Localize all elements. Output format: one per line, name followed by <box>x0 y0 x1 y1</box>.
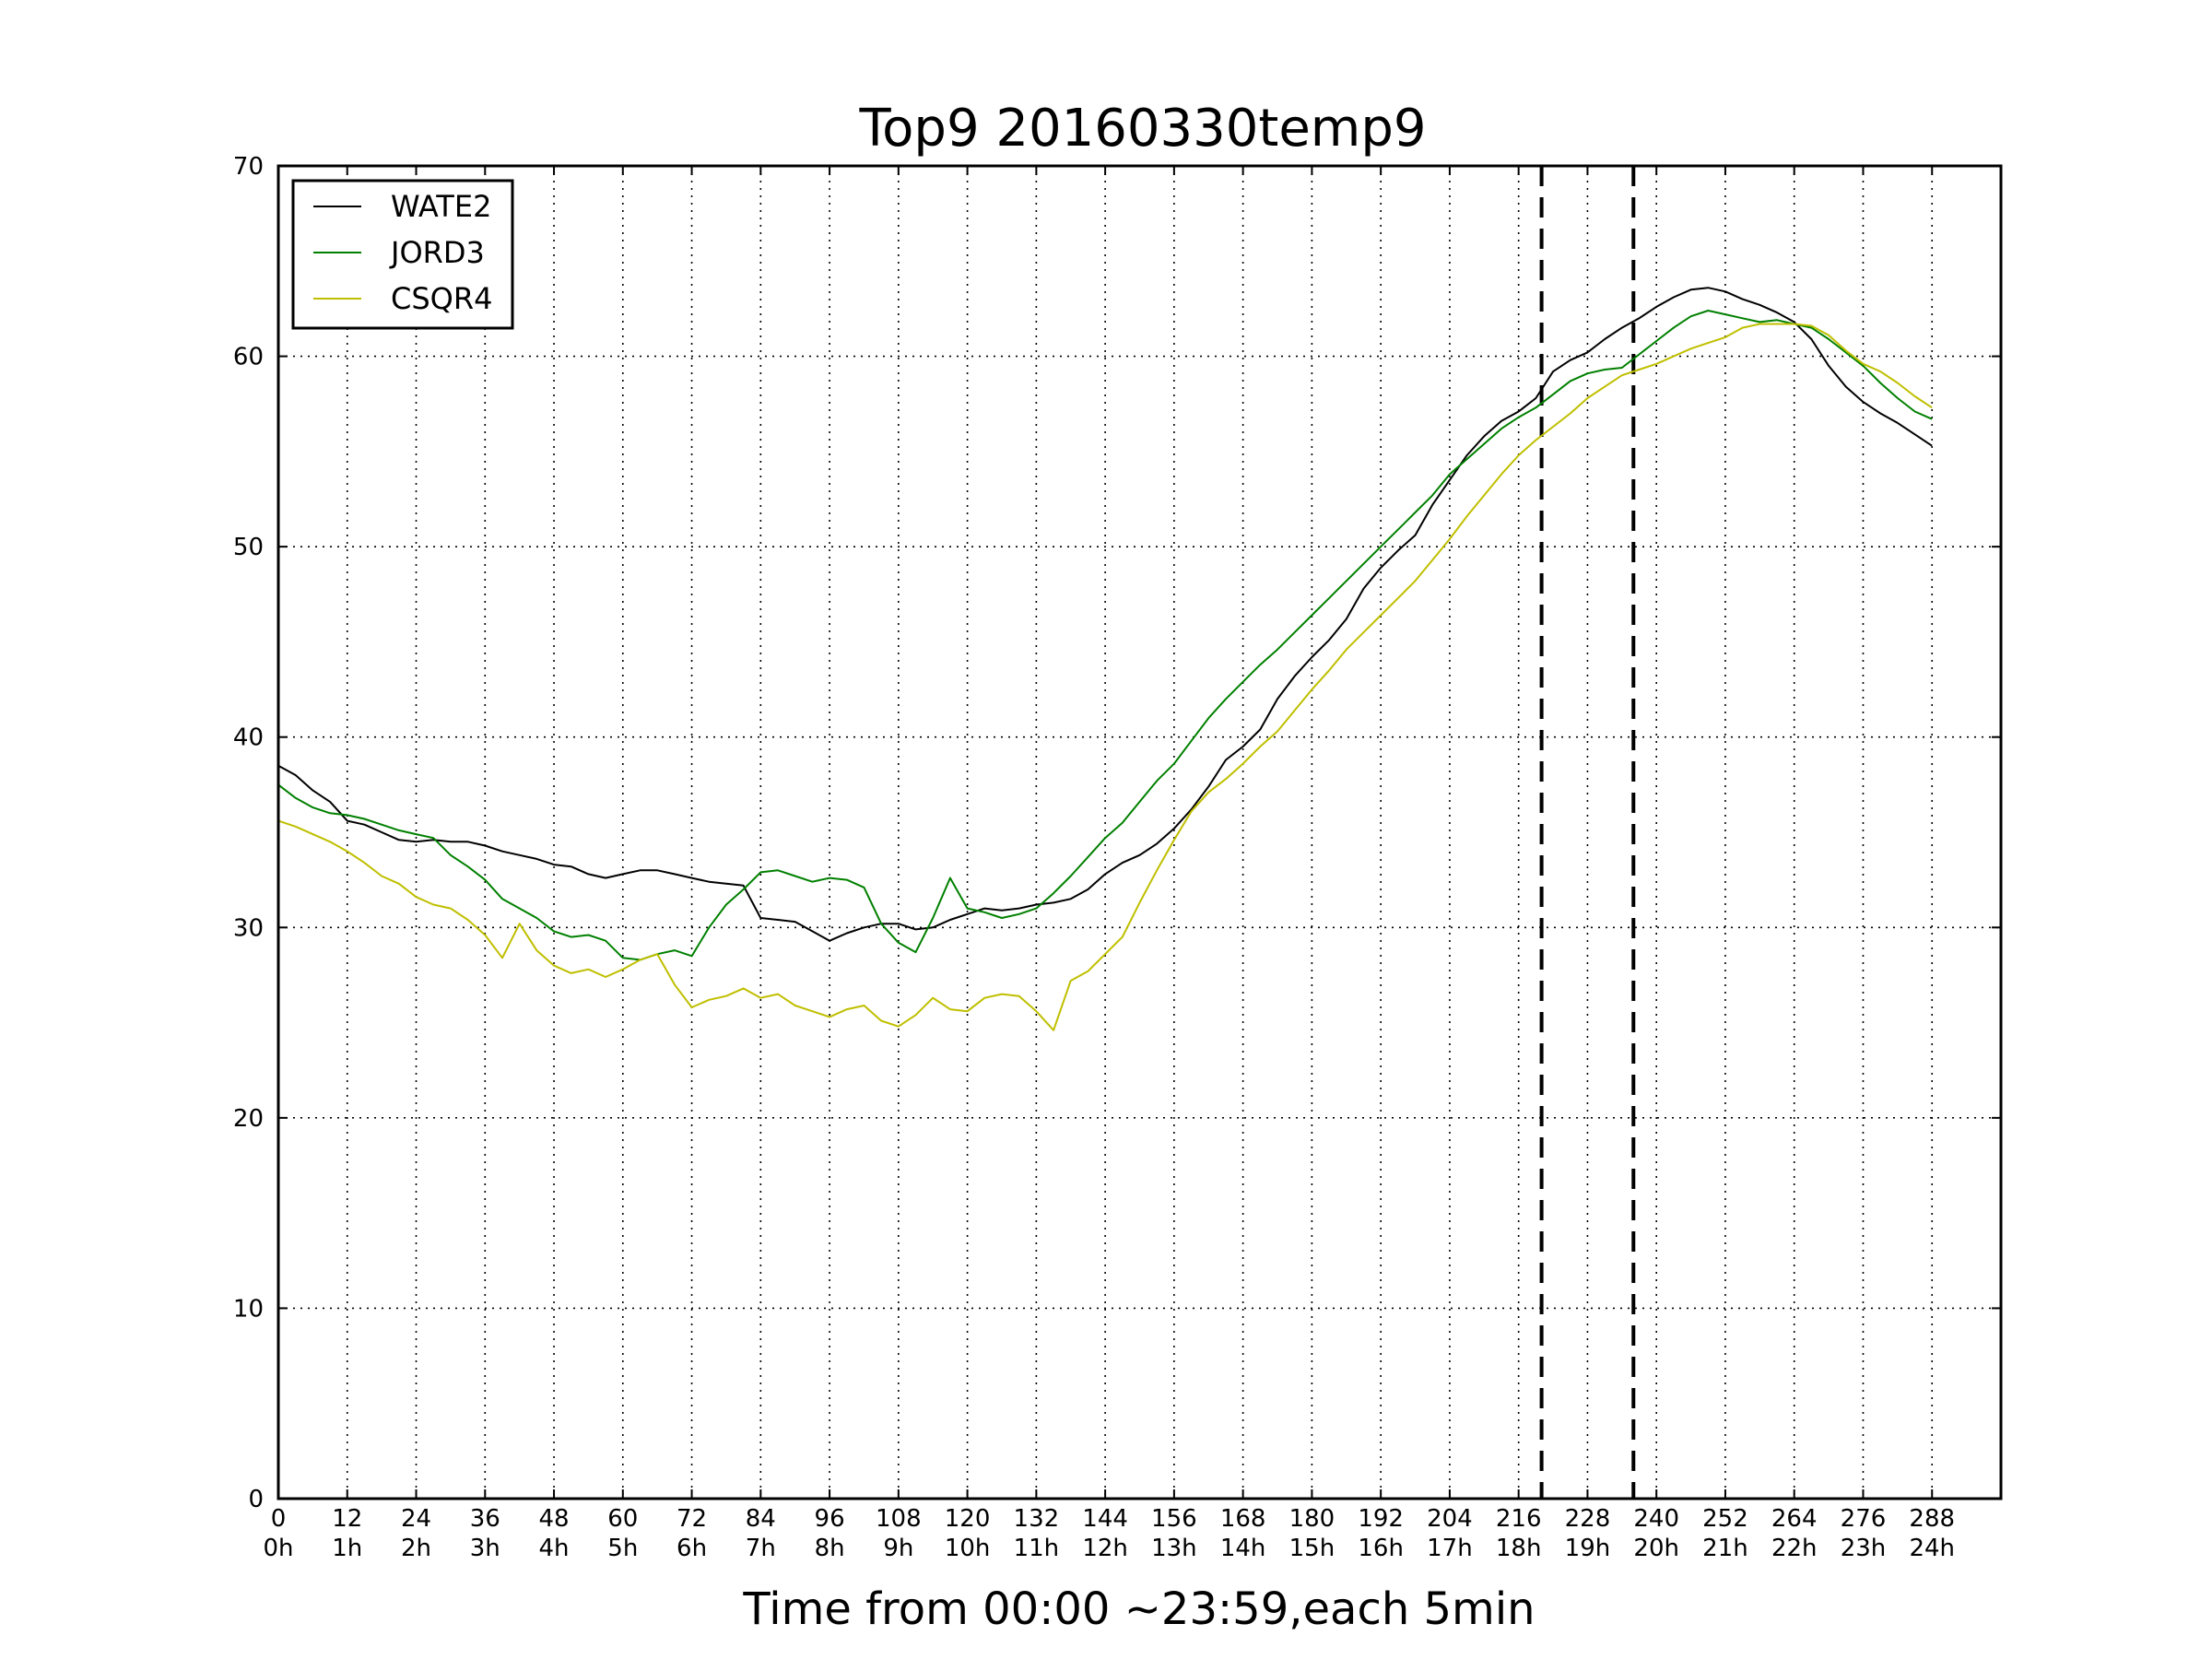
x-tick-label-hour: 20h <box>1633 1535 1679 1562</box>
x-tick-label-hour: 21h <box>1702 1535 1748 1562</box>
y-tick-label: 10 <box>233 1295 264 1323</box>
plot-frame <box>276 164 2003 1500</box>
x-tick-label: 12 <box>332 1505 362 1533</box>
x-tick-label: 120 <box>945 1505 991 1533</box>
x-tick-label-hour: 13h <box>1151 1535 1197 1562</box>
y-tick-label: 70 <box>233 153 264 181</box>
x-tick-label-hour: 6h <box>677 1535 707 1562</box>
legend-label: JORD3 <box>389 235 485 270</box>
x-tick-label: 192 <box>1358 1505 1404 1533</box>
x-tick-label-hour: 16h <box>1358 1535 1404 1562</box>
y-tick-label: 30 <box>233 914 264 942</box>
x-tick-label: 108 <box>876 1505 922 1533</box>
x-tick-label: 168 <box>1220 1505 1266 1533</box>
grid <box>278 166 2001 1499</box>
x-tick-label: 228 <box>1565 1505 1611 1533</box>
x-tick-label: 204 <box>1427 1505 1473 1533</box>
x-tick-label: 276 <box>1841 1505 1887 1533</box>
x-tick-label: 72 <box>677 1505 707 1533</box>
x-tick-label-hour: 11h <box>1014 1535 1060 1562</box>
x-tick-label: 60 <box>607 1505 638 1533</box>
x-tick-label-hour: 12h <box>1082 1535 1128 1562</box>
x-tick-label-hour: 18h <box>1496 1535 1542 1562</box>
x-tick-label: 156 <box>1151 1505 1197 1533</box>
x-tick-label: 36 <box>470 1505 500 1533</box>
x-tick-label: 144 <box>1082 1505 1128 1533</box>
x-tick-label-hour: 24h <box>1909 1535 1955 1562</box>
x-tick-label: 288 <box>1909 1505 1955 1533</box>
x-tick-label-hour: 9h <box>883 1535 913 1562</box>
y-tick-label: 60 <box>233 344 264 371</box>
y-tick-label: 50 <box>233 534 264 561</box>
x-tick-label-hour: 1h <box>332 1535 362 1562</box>
x-tick-label-hour: 5h <box>607 1535 638 1562</box>
y-tick-label: 0 <box>248 1486 264 1513</box>
legend: WATE2 JORD3 CSQR4 <box>291 179 514 330</box>
y-tick-label: 20 <box>233 1105 264 1133</box>
x-tick-label: 240 <box>1633 1505 1679 1533</box>
x-tick-label: 48 <box>538 1505 569 1533</box>
y-axis: 0 10 20 30 40 50 60 70 <box>233 153 2001 1513</box>
x-tick-label: 0 <box>271 1505 287 1533</box>
x-tick-label-hour: 15h <box>1289 1535 1335 1562</box>
x-tick-label: 24 <box>401 1505 431 1533</box>
y-tick-label: 40 <box>233 724 264 752</box>
legend-label: CSQR4 <box>391 281 492 316</box>
x-tick-label-hour: 23h <box>1841 1535 1887 1562</box>
x-tick-label-hour: 14h <box>1220 1535 1266 1562</box>
x-tick-label-hour: 8h <box>815 1535 845 1562</box>
series-line-wate2 <box>277 287 1933 942</box>
x-tick-label: 252 <box>1702 1505 1748 1533</box>
legend-box <box>291 179 514 330</box>
x-tick-label: 264 <box>1771 1505 1818 1533</box>
x-tick-label: 180 <box>1289 1505 1335 1533</box>
x-tick-label: 132 <box>1014 1505 1060 1533</box>
x-axis-label: Time from 00:00 ~23:59,each 5min <box>742 1583 1535 1635</box>
chart-title: Top9 20160330temp9 <box>858 99 1426 159</box>
series-line-csqr4 <box>277 323 1933 1031</box>
x-tick-label-hour: 10h <box>945 1535 991 1562</box>
x-tick-label-hour: 22h <box>1771 1535 1818 1562</box>
series-lines <box>277 287 1933 1031</box>
x-tick-label-hour: 17h <box>1427 1535 1473 1562</box>
series-line-jord3 <box>277 310 1933 961</box>
x-tick-label: 96 <box>815 1505 845 1533</box>
x-tick-label-hour: 7h <box>746 1535 776 1562</box>
x-tick-label-hour: 0h <box>263 1535 293 1562</box>
x-tick-label-hour: 4h <box>539 1535 570 1562</box>
x-tick-label: 84 <box>746 1505 776 1533</box>
x-tick-label-hour: 3h <box>470 1535 500 1562</box>
x-tick-label-hour: 2h <box>401 1535 431 1562</box>
legend-label: WATE2 <box>391 189 491 224</box>
x-tick-label: 216 <box>1496 1505 1542 1533</box>
x-tick-label-hour: 19h <box>1565 1535 1611 1562</box>
